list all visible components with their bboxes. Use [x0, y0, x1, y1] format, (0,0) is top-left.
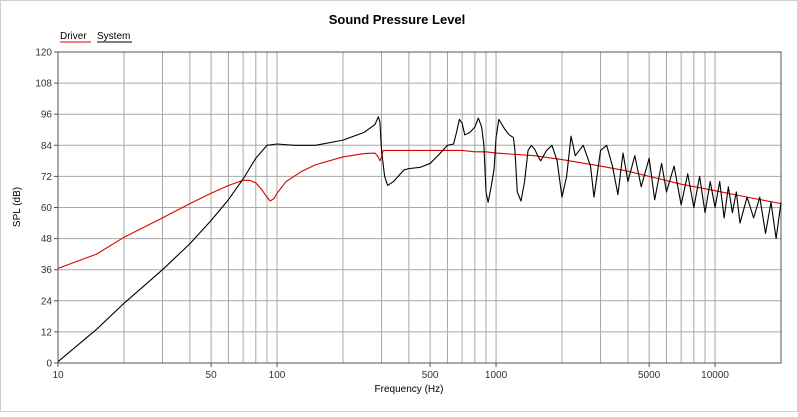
- y-tick-label: 48: [41, 234, 53, 245]
- y-tick-label: 72: [41, 172, 53, 183]
- y-tick-label: 12: [41, 327, 53, 338]
- chart-title: Sound Pressure Level: [329, 12, 466, 27]
- x-tick-label: 5000: [638, 370, 661, 381]
- grid: [57, 51, 782, 364]
- legend: Driver System: [60, 31, 132, 43]
- y-tick-label: 120: [35, 48, 52, 59]
- y-tick-label: 36: [41, 265, 53, 276]
- series-line-system: [57, 116, 782, 363]
- x-axis: 10 50 100 500 1000 5000 10000: [52, 363, 729, 381]
- x-tick-label: 10: [52, 370, 64, 381]
- y-tick-label: 108: [35, 79, 52, 90]
- legend-entry-driver: Driver: [60, 31, 87, 42]
- x-tick-label: 500: [422, 370, 439, 381]
- y-tick-label: 84: [41, 141, 53, 152]
- x-tick-label: 50: [206, 370, 218, 381]
- y-axis-label: SPL (dB): [12, 187, 23, 227]
- y-tick-label: 96: [41, 110, 53, 121]
- series-lines: [57, 116, 782, 363]
- y-tick-label: 0: [46, 359, 52, 370]
- y-axis: 0 12 24 36 48 60 72 84 96 108 120: [35, 48, 58, 370]
- x-tick-label: 100: [269, 370, 286, 381]
- legend-entry-system: System: [97, 31, 130, 42]
- y-tick-label: 60: [41, 203, 53, 214]
- series-line-driver: [57, 149, 782, 269]
- x-tick-label: 1000: [485, 370, 508, 381]
- x-tick-label: 10000: [701, 370, 729, 381]
- x-axis-label: Frequency (Hz): [375, 384, 444, 395]
- y-tick-label: 24: [41, 296, 53, 307]
